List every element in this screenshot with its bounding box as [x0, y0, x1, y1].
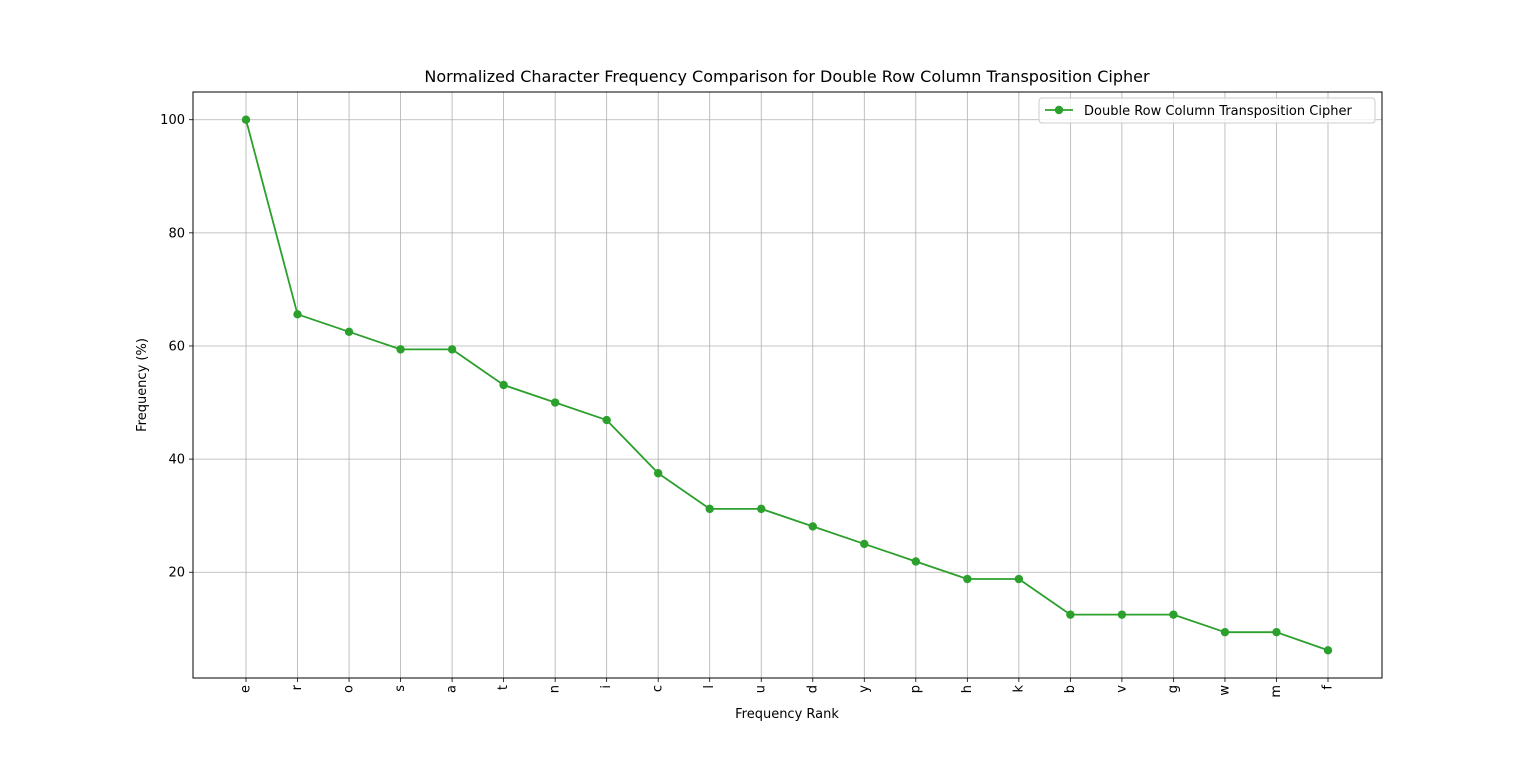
data-point: [293, 310, 302, 319]
data-point: [447, 345, 457, 354]
data-point: [550, 398, 560, 407]
data-point: [1014, 574, 1024, 584]
x-tick-label: e: [239, 685, 254, 693]
plot-area-background: [193, 92, 1382, 678]
y-tick-label: 60: [168, 339, 185, 354]
data-point: [911, 557, 921, 566]
y-tick-label: 80: [168, 226, 185, 241]
x-tick-label: w: [1217, 685, 1232, 696]
legend-marker-sample: [1054, 105, 1064, 115]
x-tick-label: u: [754, 685, 769, 693]
x-tick-label: m: [1269, 685, 1284, 698]
data-point: [1169, 610, 1178, 619]
x-tick-label: h: [960, 685, 975, 693]
x-tick-label: t: [496, 685, 511, 690]
y-tick-label: 100: [160, 113, 185, 128]
y-tick-label: 20: [168, 566, 185, 581]
data-point: [1066, 610, 1075, 619]
y-tick-label: 40: [168, 453, 185, 468]
x-tick-label: p: [908, 685, 923, 693]
data-point: [860, 539, 869, 549]
data-point: [1323, 646, 1333, 655]
x-axis-label: Frequency Rank: [735, 707, 839, 722]
x-tick-label: c: [651, 685, 666, 692]
x-tick-label: o: [342, 685, 357, 693]
data-point: [1272, 627, 1281, 637]
x-tick-label: b: [1063, 685, 1078, 693]
legend-label: Double Row Column Transposition Cipher: [1084, 104, 1352, 119]
data-point: [808, 522, 817, 531]
data-point: [705, 504, 714, 514]
legend: Double Row Column Transposition Cipher: [1038, 97, 1376, 124]
data-point: [1220, 627, 1230, 637]
x-tick-label: i: [599, 685, 614, 689]
data-point: [1117, 610, 1127, 619]
data-point: [602, 415, 611, 425]
x-tick-label: v: [1114, 685, 1129, 693]
x-tick-label: r: [290, 684, 305, 690]
legend-box: [1038, 97, 1376, 124]
x-tick-label: s: [393, 685, 408, 692]
series-layer: [241, 115, 1333, 655]
data-point: [396, 345, 405, 354]
x-tick-label: f: [1321, 685, 1336, 690]
x-tick-label: g: [1166, 685, 1181, 693]
data-point: [653, 469, 663, 478]
data-point: [499, 380, 508, 390]
data-point: [757, 504, 766, 514]
x-tick-label: d: [805, 685, 820, 693]
grid-lines: [193, 92, 1382, 678]
x-tick-label: n: [548, 685, 563, 693]
plot-area-frame: [192, 91, 1383, 679]
series-line: [245, 119, 1329, 652]
chart-title: Normalized Character Frequency Compariso…: [424, 67, 1150, 86]
x-tick-label: a: [445, 685, 460, 693]
y-axis: 20 40 60 80 100: [160, 113, 193, 581]
x-tick-label: k: [1011, 685, 1026, 693]
x-tick-label: l: [702, 685, 717, 689]
y-axis-label: Frequency (%): [135, 338, 150, 432]
data-point: [963, 574, 972, 584]
x-tick-label: y: [857, 685, 872, 693]
data-point: [344, 327, 354, 337]
data-point: [241, 115, 251, 124]
